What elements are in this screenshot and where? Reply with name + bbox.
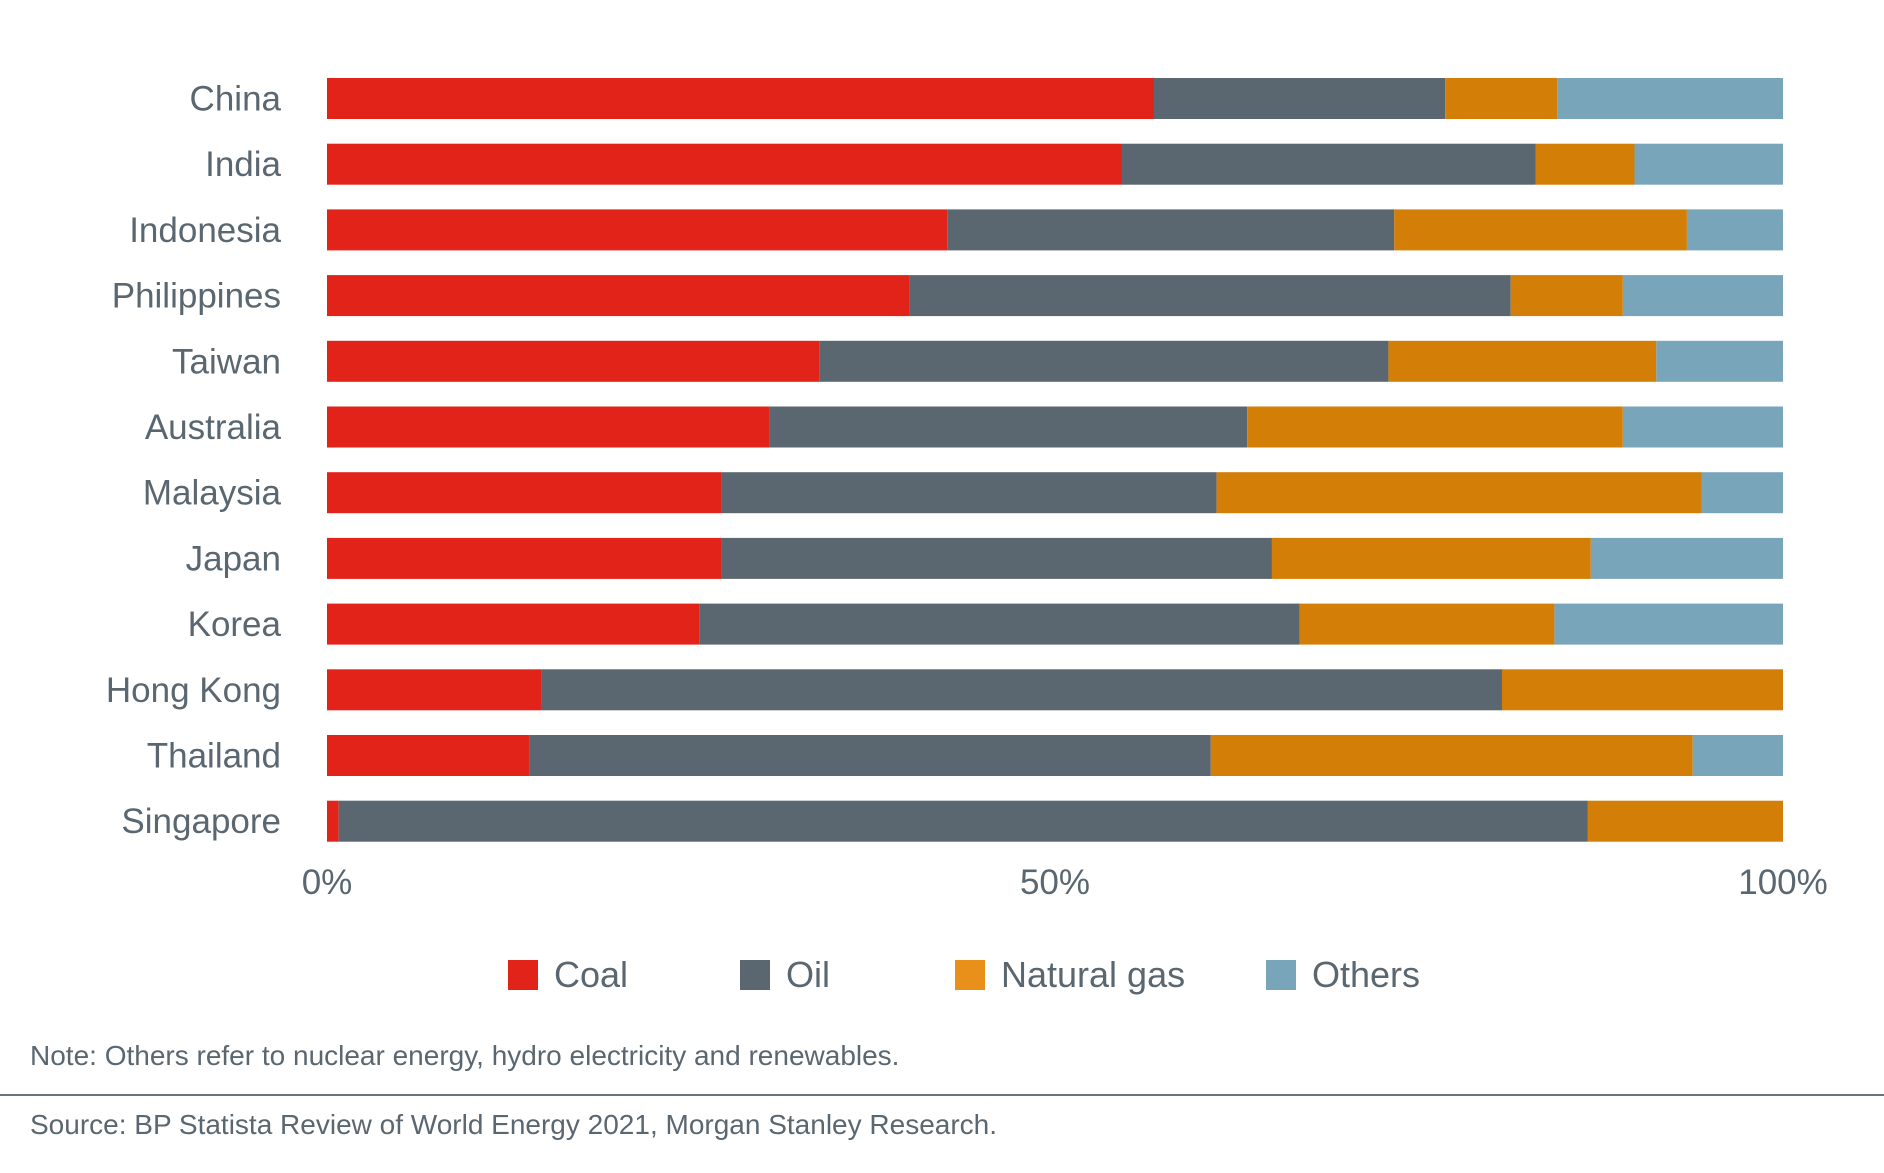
legend-label-others: Others	[1312, 954, 1421, 995]
legend-swatch-others	[1266, 960, 1296, 990]
legend-swatch-coal	[508, 960, 538, 990]
bar-segment-taiwan-coal	[327, 340, 820, 382]
bar-segment-philippines-oil	[909, 275, 1511, 317]
bar-segment-indonesia-others	[1686, 209, 1783, 251]
y-label-malaysia: Malaysia	[143, 474, 282, 513]
bar-segment-hong-kong-natural-gas	[1501, 669, 1783, 711]
bar-segment-japan-natural-gas	[1271, 537, 1591, 579]
bar-segment-philippines-natural-gas	[1510, 275, 1623, 317]
x-tick-label-100: 100%	[1738, 863, 1828, 902]
bar-segment-australia-oil	[769, 406, 1248, 448]
y-label-hong-kong: Hong Kong	[106, 671, 281, 710]
x-tick-label-50: 50%	[1020, 863, 1090, 902]
bar-segment-china-coal	[327, 78, 1155, 119]
bar-segment-australia-coal	[327, 406, 770, 448]
legend-swatch-oil	[740, 960, 770, 990]
bar-segment-australia-natural-gas	[1247, 406, 1623, 448]
bar-segment-singapore-coal	[327, 800, 339, 842]
legend-swatch-natural-gas	[955, 960, 985, 990]
legend-label-oil: Oil	[786, 954, 830, 995]
bar-segment-korea-others	[1554, 603, 1783, 645]
bar-segment-india-others	[1634, 143, 1783, 185]
bar-segment-thailand-oil	[529, 735, 1211, 776]
bar-segment-thailand-coal	[327, 735, 530, 776]
bars-group	[327, 78, 1783, 842]
y-axis-labels: China India Indonesia Philippines Taiwan Aust…	[106, 80, 282, 842]
bar-segment-japan-oil	[721, 537, 1272, 579]
bar-segment-indonesia-oil	[947, 209, 1395, 251]
y-label-philippines: Philippines	[112, 277, 281, 316]
bar-segment-philippines-coal	[327, 275, 910, 317]
bar-segment-korea-natural-gas	[1299, 603, 1555, 645]
bar-segment-malaysia-others	[1701, 472, 1783, 514]
bar-segment-singapore-natural-gas	[1587, 800, 1783, 842]
energy-mix-chart: China India Indonesia Philippines Taiwan Aust…	[106, 78, 1828, 902]
bar-segment-malaysia-natural-gas	[1216, 472, 1702, 514]
bar-segment-taiwan-natural-gas	[1388, 340, 1657, 382]
bar-segment-thailand-others	[1692, 735, 1783, 776]
bar-segment-thailand-natural-gas	[1210, 735, 1693, 776]
bar-segment-japan-coal	[327, 537, 722, 579]
bar-segment-india-coal	[327, 143, 1122, 185]
y-label-korea: Korea	[188, 605, 282, 644]
y-label-thailand: Thailand	[147, 737, 281, 776]
bar-segment-australia-others	[1622, 406, 1783, 448]
legend-item-natural-gas: Natural gas	[955, 940, 1185, 1010]
footer-divider	[0, 1094, 1884, 1096]
bar-segment-hong-kong-coal	[327, 669, 542, 711]
bar-segment-taiwan-others	[1656, 340, 1783, 382]
bar-segment-china-oil	[1154, 78, 1446, 119]
legend-item-oil: Oil	[740, 940, 830, 1010]
bar-segment-india-natural-gas	[1535, 143, 1635, 185]
legend-label-natural-gas: Natural gas	[1001, 954, 1186, 995]
bar-segment-malaysia-coal	[327, 472, 722, 514]
source-note: Source: BP Statista Review of World Ener…	[30, 1109, 998, 1140]
legend-item-coal: Coal	[508, 940, 628, 1010]
x-tick-label-0: 0%	[302, 863, 353, 902]
y-label-australia: Australia	[145, 408, 282, 447]
bar-segment-korea-oil	[699, 603, 1300, 645]
bar-segment-korea-coal	[327, 603, 700, 645]
y-label-taiwan: Taiwan	[172, 342, 281, 381]
bar-segment-india-oil	[1121, 143, 1536, 185]
bar-segment-indonesia-natural-gas	[1394, 209, 1687, 251]
bar-segment-taiwan-oil	[819, 340, 1389, 382]
y-label-japan: Japan	[186, 539, 281, 578]
footnote: Note: Others refer to nuclear energy, hy…	[30, 1040, 900, 1071]
bar-segment-japan-others	[1590, 537, 1783, 579]
bar-segment-malaysia-oil	[721, 472, 1217, 514]
x-axis-ticks: 0% 50% 100%	[302, 863, 1828, 902]
legend-item-others: Others	[1266, 940, 1420, 1010]
y-label-indonesia: Indonesia	[129, 211, 281, 250]
y-label-singapore: Singapore	[121, 802, 281, 841]
bar-segment-singapore-oil	[338, 800, 1588, 842]
bar-segment-hong-kong-oil	[541, 669, 1502, 711]
legend-label-coal: Coal	[554, 954, 629, 995]
bar-segment-indonesia-coal	[327, 209, 948, 251]
y-label-china: China	[190, 80, 282, 119]
bar-segment-china-others	[1557, 78, 1783, 119]
bar-segment-philippines-others	[1622, 275, 1783, 317]
bar-segment-china-natural-gas	[1445, 78, 1558, 119]
y-label-india: India	[205, 145, 281, 184]
legend: Coal Oil Natural gas Others	[0, 940, 1884, 1010]
